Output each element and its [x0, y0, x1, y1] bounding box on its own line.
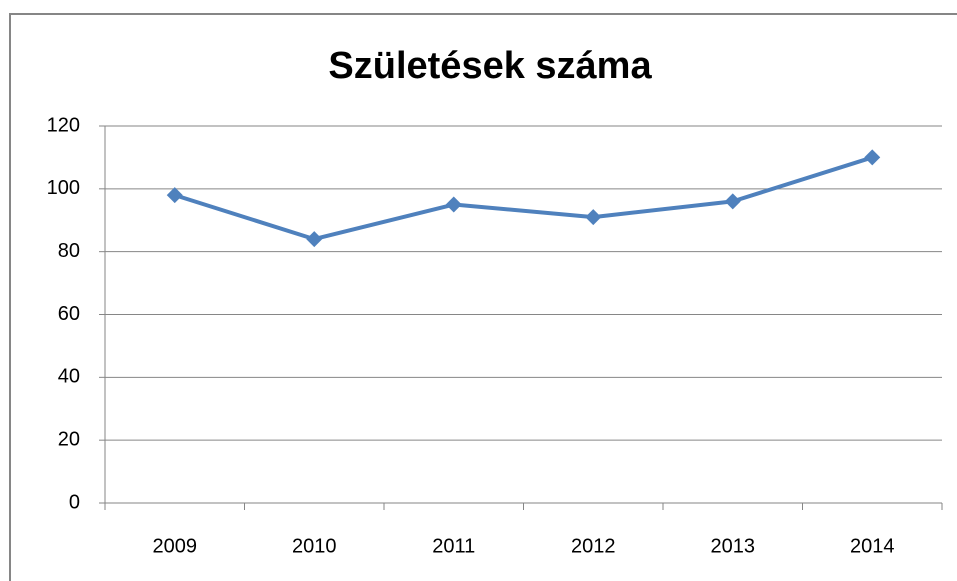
- marker: [724, 193, 741, 210]
- marker: [585, 209, 602, 226]
- x-tick-label: 2010: [292, 535, 337, 557]
- y-tick-label: 40: [58, 366, 80, 388]
- x-tick-label: 2012: [571, 535, 616, 557]
- x-tick-label: 2009: [153, 535, 198, 557]
- x-tick-label: 2014: [850, 535, 895, 557]
- marker: [864, 149, 881, 166]
- y-tick-label: 0: [69, 491, 80, 513]
- x-tick-label: 2011: [432, 535, 475, 557]
- marker: [445, 196, 462, 213]
- line: [174, 155, 873, 242]
- y-tick-label: 80: [58, 240, 80, 262]
- chart-border: [9, 13, 957, 581]
- y-tick-label: 60: [58, 303, 80, 325]
- y-tick-label: 100: [47, 177, 80, 199]
- marker: [166, 187, 183, 204]
- chart-title: Születések száma: [328, 45, 652, 87]
- marker: [306, 231, 323, 248]
- x-tick-label: 2013: [711, 535, 756, 557]
- y-tick-label: 120: [47, 114, 80, 136]
- y-tick-label: 20: [58, 428, 80, 450]
